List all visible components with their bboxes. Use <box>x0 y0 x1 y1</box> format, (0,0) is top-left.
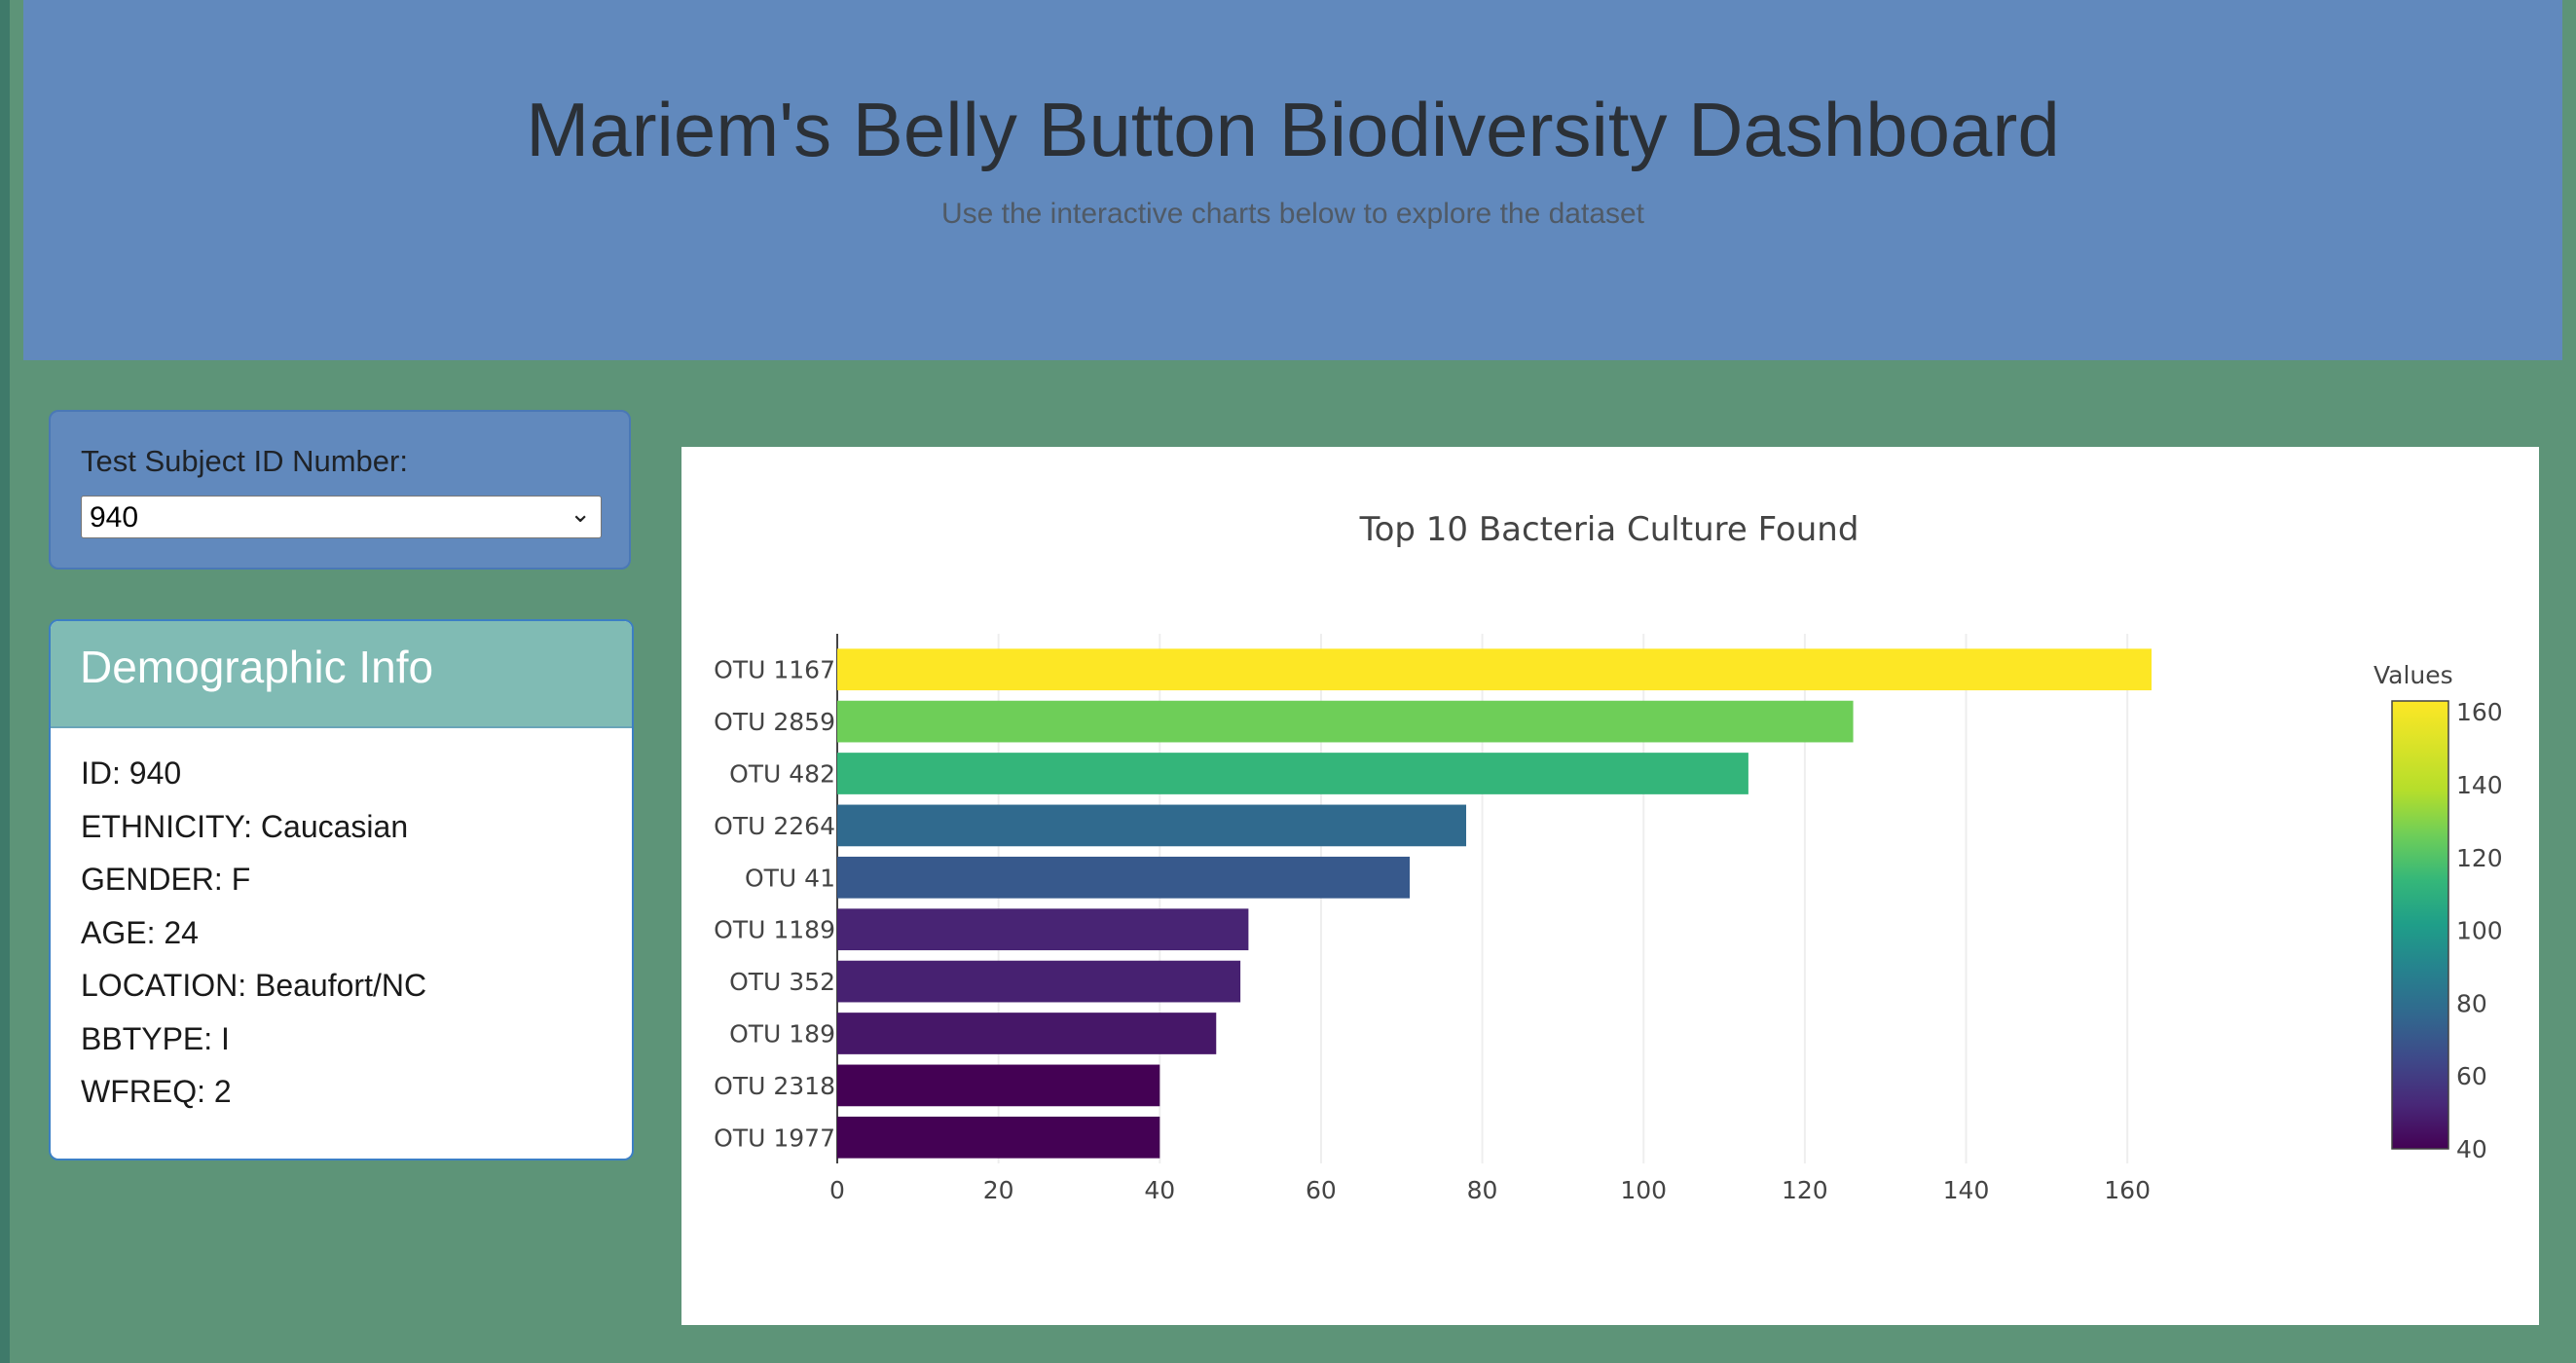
colorbar-tick-label: 40 <box>2456 1135 2487 1163</box>
subject-id-select[interactable]: 940 ⌄ <box>81 496 602 538</box>
x-tick-label: 100 <box>1620 1176 1667 1204</box>
x-tick-label: 60 <box>1306 1176 1337 1204</box>
demographic-row: ID: 940 <box>81 755 182 791</box>
y-tick-label: OTU 482 <box>729 760 835 789</box>
colorbar-tick-label: 80 <box>2456 989 2487 1017</box>
y-tick-label: OTU 2318 <box>714 1072 835 1100</box>
bar[interactable] <box>837 908 1249 951</box>
bar[interactable] <box>837 1116 1160 1159</box>
y-tick-label: OTU 1167 <box>714 656 835 684</box>
y-tick-label: OTU 41 <box>745 864 835 892</box>
y-tick-label: OTU 352 <box>729 968 835 996</box>
y-tick-label: OTU 1189 <box>714 916 835 944</box>
chevron-down-icon: ⌄ <box>570 498 591 528</box>
x-tick-label: 40 <box>1144 1176 1175 1204</box>
bar[interactable] <box>837 856 1411 899</box>
bar[interactable] <box>837 753 1748 794</box>
colorbar <box>2391 700 2449 1150</box>
x-tick-label: 160 <box>2104 1176 2151 1204</box>
colorbar-tick-label: 60 <box>2456 1062 2487 1090</box>
page-subtitle: Use the interactive charts below to expl… <box>940 198 1645 230</box>
y-tick-label: OTU 2264 <box>714 812 835 840</box>
subject-id-label: Test Subject ID Number: <box>81 444 408 478</box>
x-tick-label: 0 <box>829 1176 845 1204</box>
demographic-row: GENDER: F <box>81 862 251 897</box>
x-tick-label: 140 <box>1943 1176 1990 1204</box>
bar[interactable] <box>837 960 1241 1003</box>
bar[interactable] <box>837 804 1467 847</box>
x-tick-label: 120 <box>1782 1176 1828 1204</box>
demographic-info-title: Demographic Info <box>80 642 434 692</box>
demographic-info-body: ID: 940 ETHNICITY: Caucasian GENDER: F AGE:… <box>51 728 632 1124</box>
x-tick-label: 80 <box>1467 1176 1498 1204</box>
y-tick-label: OTU 189 <box>729 1020 835 1049</box>
demographic-info-panel: Demographic Info ID: 940 ETHNICITY: Cauca… <box>49 619 634 1160</box>
page-edge-strip <box>0 0 10 1363</box>
chart-title: Top 10 Bacteria Culture Found <box>1359 510 1859 549</box>
bar[interactable] <box>837 700 1854 743</box>
bar[interactable] <box>837 1064 1160 1107</box>
demographic-row: AGE: 24 <box>81 914 199 950</box>
bar[interactable] <box>837 648 2152 691</box>
colorbar-tick-label: 120 <box>2456 844 2503 872</box>
y-tick-label: OTU 2859 <box>714 708 835 736</box>
colorbar-tick-label: 100 <box>2456 917 2503 945</box>
bar-chart-container: Top 10 Bacteria Culture Found OTU 1167 OT… <box>681 447 2539 1325</box>
colorbar-title: Values <box>2374 661 2453 689</box>
subject-id-selected-value: 940 <box>90 501 139 534</box>
colorbar-tick-label: 160 <box>2456 698 2503 726</box>
demographic-row: ETHNICITY: Caucasian <box>81 808 409 844</box>
demographic-row: LOCATION: Beaufort/NC <box>81 968 427 1003</box>
y-tick-label: OTU 1977 <box>714 1124 835 1152</box>
demographic-row: BBTYPE: I <box>81 1020 230 1056</box>
colorbar-tick-label: 140 <box>2456 771 2503 799</box>
header-banner: Mariem's Belly Button Biodiversity Dashb… <box>23 0 2562 360</box>
bar[interactable] <box>837 1013 1217 1054</box>
subject-selector-panel: Test Subject ID Number: 940 ⌄ <box>49 410 631 570</box>
demographic-row: WFREQ: 2 <box>81 1074 232 1109</box>
x-tick-label: 20 <box>983 1176 1014 1204</box>
page-title: Mariem's Belly Button Biodiversity Dashb… <box>526 87 2060 172</box>
bar-chart[interactable]: Top 10 Bacteria Culture Found OTU 1167 OT… <box>681 447 2539 1325</box>
demographic-info-heading: Demographic Info <box>51 621 632 728</box>
